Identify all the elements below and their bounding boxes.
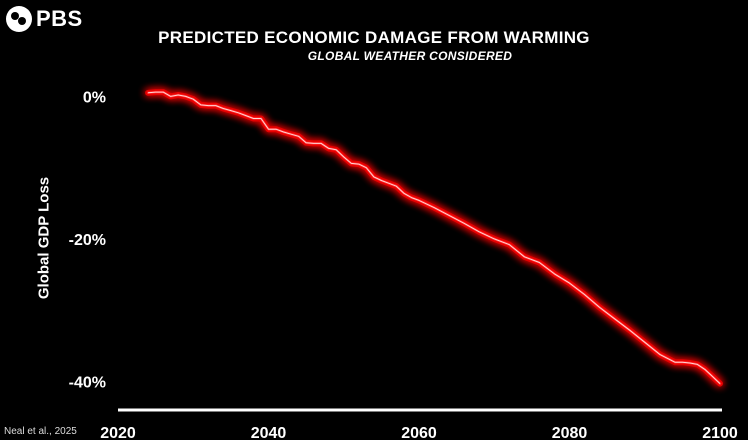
series-line xyxy=(146,90,722,385)
source-citation: Neal et al., 2025 xyxy=(4,426,77,437)
logo-text: PBS xyxy=(36,6,83,31)
x-tick-label: 2040 xyxy=(251,425,287,440)
series-glow xyxy=(145,89,723,387)
y-tick-label: -20% xyxy=(69,232,106,249)
series-line-core xyxy=(148,91,721,384)
pbs-head-icon xyxy=(6,6,32,32)
x-tick-label: 2060 xyxy=(401,425,437,440)
x-tick-label: 2080 xyxy=(552,425,588,440)
x-tick-label: 2100 xyxy=(702,425,738,440)
pbs-logo: PBS xyxy=(6,6,83,32)
y-tick-label: -40% xyxy=(69,374,106,391)
chart-title: PREDICTED ECONOMIC DAMAGE FROM WARMING xyxy=(158,28,590,47)
chart-subtitle: GLOBAL WEATHER CONSIDERED xyxy=(307,49,513,63)
y-tick-label: 0% xyxy=(83,89,106,106)
x-tick-label: 2020 xyxy=(100,425,136,440)
